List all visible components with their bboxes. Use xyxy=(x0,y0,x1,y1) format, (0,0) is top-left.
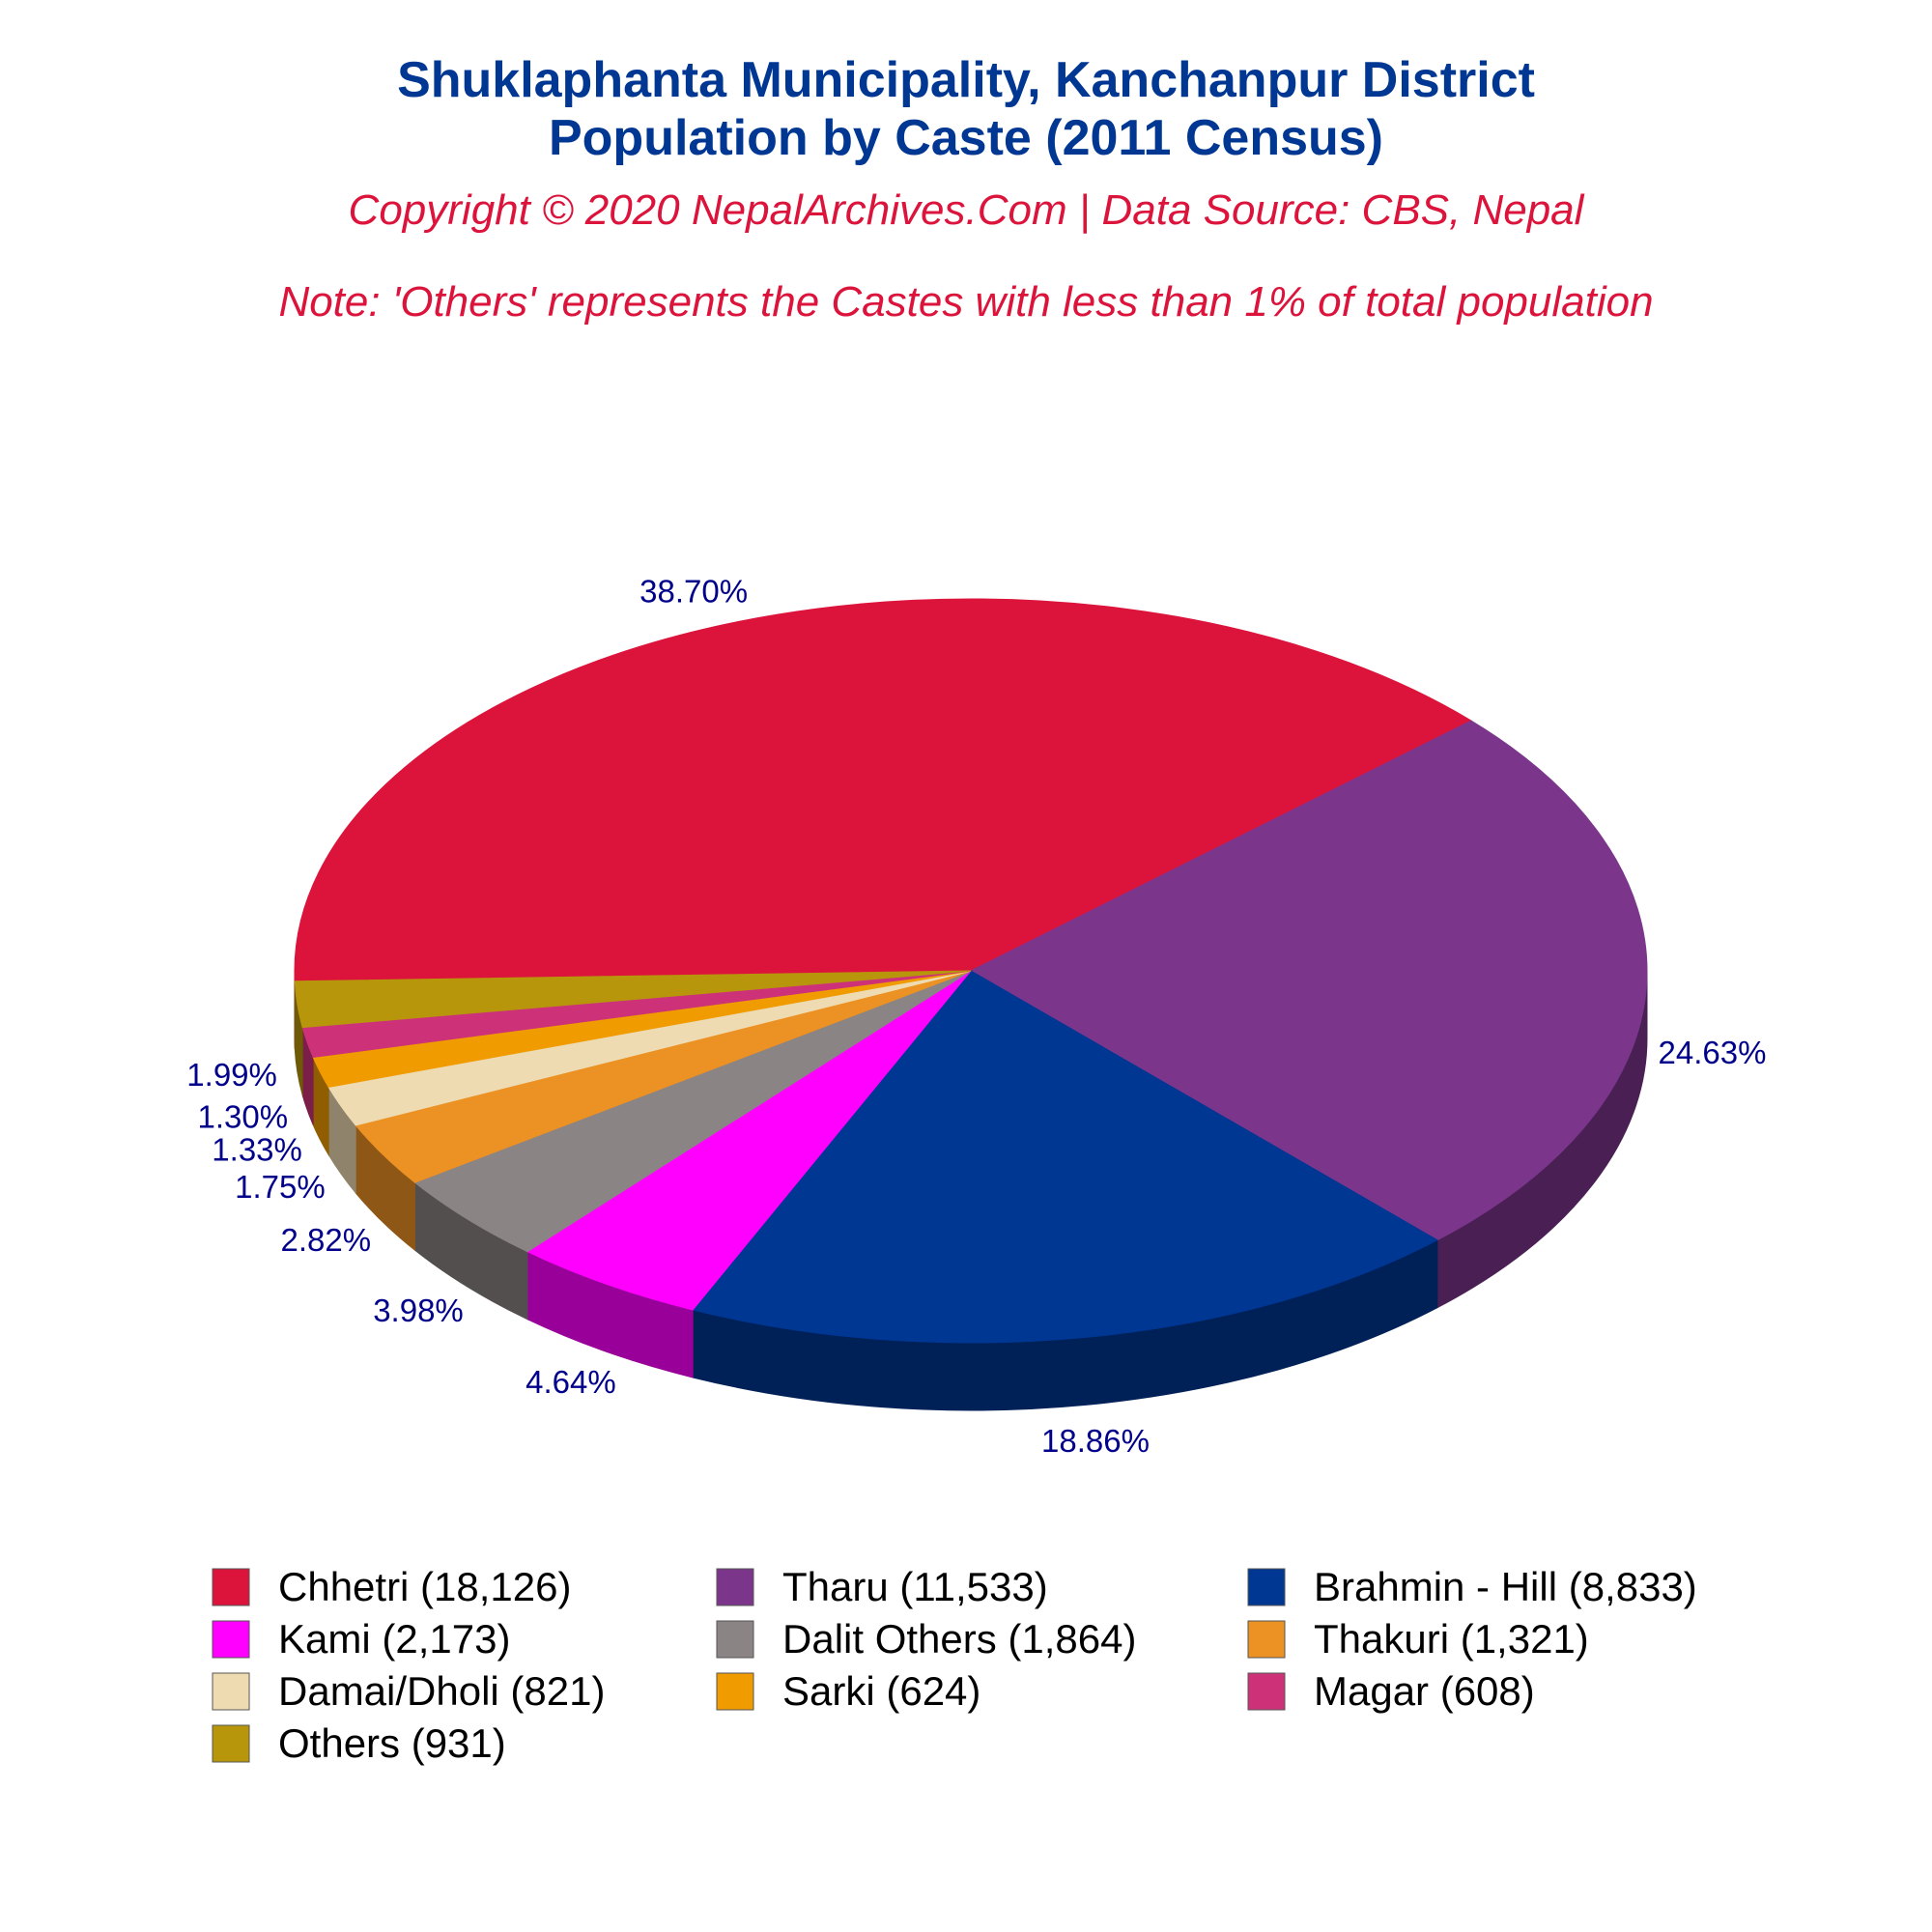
legend-label-magar: Magar (608) xyxy=(1314,1668,1535,1714)
percent-label-dalit-others: 3.98% xyxy=(373,1293,464,1328)
legend-swatch-magar xyxy=(1247,1672,1286,1711)
legend-swatch-thakuri xyxy=(1247,1620,1286,1659)
legend-label-thakuri: Thakuri (1,321) xyxy=(1314,1616,1589,1662)
legend-swatch-damai-dholi xyxy=(212,1672,250,1711)
percent-labels: 38.70%24.63%18.86%4.64%3.98%2.82%1.75%1.… xyxy=(186,574,1766,1459)
legend: Chhetri (18,126) Tharu (11,533) Brahmin - … xyxy=(212,1564,1697,1766)
chart-title: Shuklaphanta Municipality, Kanchanpur Di… xyxy=(397,52,1535,108)
legend-label-brahmin-hill: Brahmin - Hill (8,833) xyxy=(1314,1564,1697,1609)
chart-title-line-2: Population by Caste (2011 Census) xyxy=(549,110,1383,166)
percent-label-chhetri: 38.70% xyxy=(639,574,748,610)
legend-label-chhetri: Chhetri (18,126) xyxy=(278,1564,572,1609)
pie-slice-kami xyxy=(526,970,972,1311)
percent-label-tharu: 24.63% xyxy=(1659,1035,1767,1070)
pie-slice-brahmin-hill xyxy=(692,970,1438,1344)
legend-swatch-chhetri xyxy=(212,1568,250,1606)
legend-label-kami: Kami (2,173) xyxy=(278,1616,510,1662)
pie-slice-tharu xyxy=(969,720,1648,1241)
pie-sides xyxy=(294,970,1648,1411)
legend-label-dalit-others: Dalit Others (1,864) xyxy=(782,1616,1136,1662)
percent-label-damai-dholi: 1.75% xyxy=(235,1169,326,1205)
legend-swatch-tharu xyxy=(716,1568,754,1606)
pie-slice-others xyxy=(294,970,972,1029)
chart-subtitle: Copyright © 2020 NepalArchives.Com | Dat… xyxy=(349,186,1585,234)
legend-swatch-brahmin-hill xyxy=(1247,1568,1286,1606)
legend-label-sarki: Sarki (624) xyxy=(782,1668,980,1714)
percent-label-brahmin-hill: 18.86% xyxy=(1041,1423,1150,1459)
legend-label-damai-dholi: Damai/Dholi (821) xyxy=(278,1668,605,1714)
pie-top xyxy=(294,598,1648,1344)
pie-slice-chhetri xyxy=(294,598,1473,982)
legend-swatch-others xyxy=(212,1724,250,1763)
legend-label-tharu: Tharu (11,533) xyxy=(782,1564,1048,1609)
percent-label-kami: 4.64% xyxy=(526,1364,616,1400)
percent-label-thakuri: 2.82% xyxy=(281,1222,372,1258)
legend-swatch-kami xyxy=(212,1620,250,1659)
legend-swatch-dalit-others xyxy=(716,1620,754,1659)
percent-label-sarki: 1.33% xyxy=(212,1131,302,1167)
percent-label-magar: 1.30% xyxy=(198,1098,289,1134)
percent-label-others: 1.99% xyxy=(186,1057,277,1093)
legend-swatch-sarki xyxy=(716,1672,754,1711)
legend-label-others: Others (931) xyxy=(278,1720,506,1766)
chart-note: Note: 'Others' represents the Castes wit… xyxy=(278,278,1653,326)
